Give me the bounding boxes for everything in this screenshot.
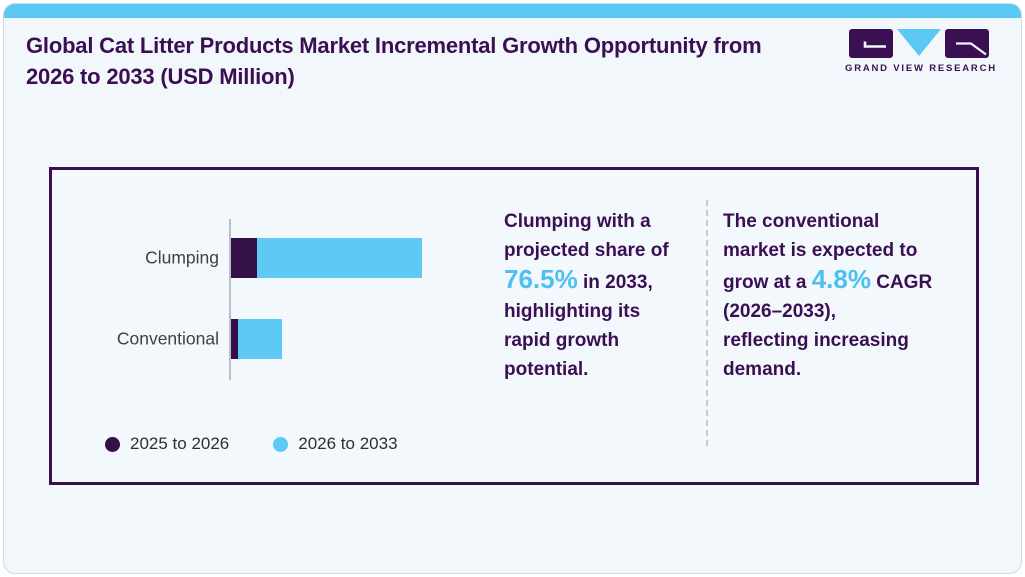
legend-dot-icon: [273, 436, 289, 452]
legend-item: 2026 to 2033: [273, 434, 398, 454]
bar-chart: Clumping Conventional: [52, 170, 512, 482]
chart-legend: 2025 to 2026 2026 to 2033: [105, 434, 398, 454]
legend-dot-icon: [105, 436, 120, 452]
category-label-clumping: Clumping: [145, 247, 219, 268]
dashed-divider: [706, 200, 708, 446]
bar-segment: [238, 319, 282, 359]
page-container: Global Cat Litter Products Market Increm…: [3, 3, 1022, 574]
insight-text: The conventional market is expected to g…: [723, 211, 918, 293]
insight-text: in 2033, highlighting its rapid growth p…: [504, 272, 653, 380]
category-label-conventional: Conventional: [116, 328, 219, 349]
highlight-value: 4.8%: [811, 264, 871, 294]
legend-label: 2026 to 2033: [298, 434, 398, 453]
gvr-logo: GRAND VIEW RESEARCH: [845, 28, 997, 74]
highlight-value: 76.5%: [504, 264, 578, 294]
insight-text: Clumping with a projected share of: [504, 211, 669, 261]
gvr-logo-text: GRAND VIEW RESEARCH: [845, 63, 997, 74]
top-accent-bar: [4, 4, 1021, 18]
insight-conventional: The conventional market is expected to g…: [723, 207, 958, 384]
bar-segment: [231, 238, 257, 278]
page-title: Global Cat Litter Products Market Increm…: [26, 33, 762, 89]
chart-card: Clumping Conventional 2025 to 2026 2026 to…: [49, 167, 979, 485]
insight-text: CAGR (2026–2033), reflecting increasing …: [723, 272, 933, 380]
insight-clumping: Clumping with a projected share of 76.5%…: [504, 207, 709, 384]
legend-label: 2025 to 2026: [130, 434, 230, 453]
category-axis-line: [229, 219, 231, 380]
bar-segment: [257, 238, 422, 278]
bar-segment: [231, 319, 238, 359]
legend-item: 2025 to 2026: [105, 434, 229, 454]
gvr-logo-mark: [849, 29, 989, 58]
